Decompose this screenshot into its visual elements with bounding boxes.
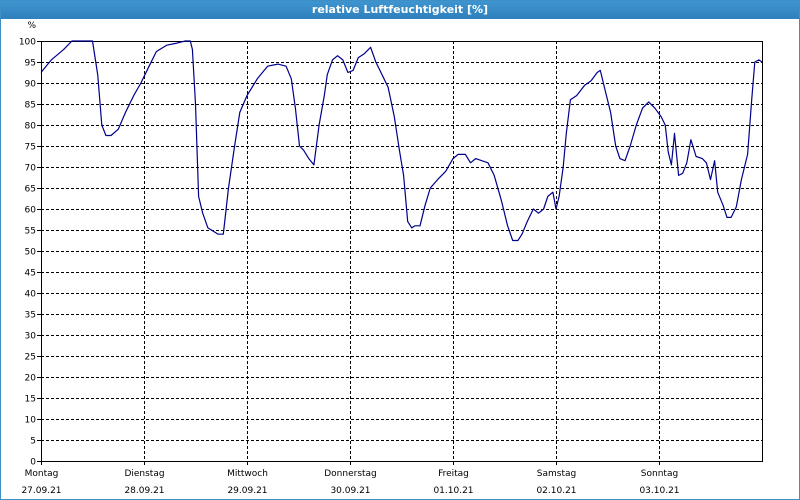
x-tick-label-date: 01.10.21 [433,486,473,496]
x-tick-label-weekday: Samstag [537,469,576,479]
y-tick-label: 25 [25,353,36,363]
y-tick-label: 5 [30,437,36,447]
y-tick-label: 0 [30,458,36,468]
x-tick-label-weekday: Freitag [438,469,469,479]
y-tick-label: 60 [25,206,37,216]
y-tick-label: 15 [25,395,36,405]
y-tick-label: 20 [25,374,37,384]
y-tick-label: 90 [25,80,37,90]
x-tick-label-date: 28.09.21 [124,486,164,496]
x-tick-label-weekday: Dienstag [124,469,164,479]
y-tick-label: 30 [25,332,37,342]
plot-area-border [41,41,763,462]
x-tick-label-weekday: Montag [25,469,59,479]
series-layer [40,40,763,242]
y-axis-ticks: 0 5 10 15 20 25 30 35 40 45 50 55 60 65 70 75 80 85 90 95 10… [19,38,41,468]
x-tick-label-date: 03.10.21 [639,486,679,496]
x-axis-ticks: Montag 27.09.21 Dienstag 28.09.21 Mittwoch 29… [21,461,680,496]
x-tick-label-weekday: Donnerstag [324,469,377,479]
y-tick-label: 100 [19,38,36,48]
series-line-humidity [40,40,763,242]
y-tick-label: 95 [25,59,36,69]
grid-lines [41,41,762,461]
x-tick-label-date: 02.10.21 [536,486,576,496]
y-tick-label: 55 [25,227,36,237]
y-axis-unit-label: % [27,21,36,31]
y-tick-label: 35 [25,311,36,321]
y-tick-label: 50 [25,248,37,258]
x-tick-label-date: 27.09.21 [21,486,61,496]
x-tick-label-weekday: Mittwoch [227,469,268,479]
x-tick-label-weekday: Sonntag [641,469,678,479]
y-tick-label: 65 [25,185,36,195]
y-tick-label: 75 [25,143,36,153]
y-tick-label: 70 [25,164,37,174]
x-tick-label-date: 30.09.21 [330,486,370,496]
x-tick-label-date: 29.09.21 [227,486,267,496]
y-tick-label: 10 [25,416,37,426]
chart-title: relative Luftfeuchtigkeit [%] [1,1,799,19]
y-tick-label: 80 [25,122,37,132]
y-tick-label: 85 [25,101,36,111]
y-tick-label: 40 [25,290,37,300]
y-tick-label: 45 [25,269,36,279]
